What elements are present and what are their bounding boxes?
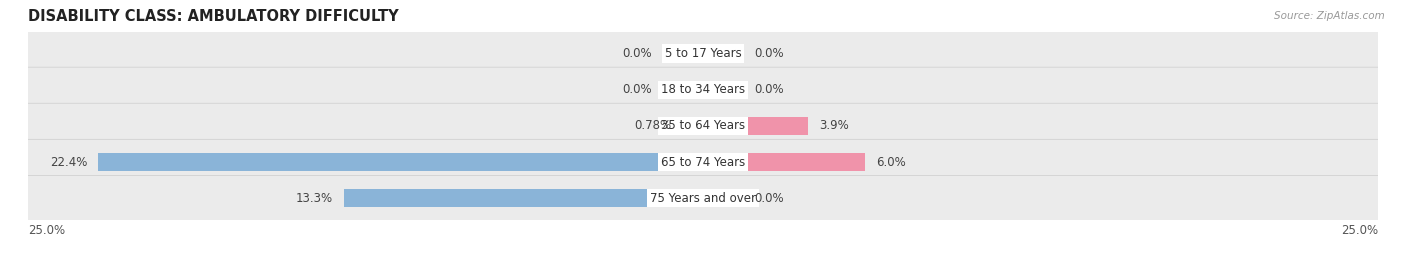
Text: 35 to 64 Years: 35 to 64 Years [661, 120, 745, 132]
FancyBboxPatch shape [15, 31, 1391, 77]
Bar [662, 80, 703, 99]
Text: 13.3%: 13.3% [297, 192, 333, 204]
FancyBboxPatch shape [15, 67, 1391, 113]
Bar [703, 117, 808, 135]
Text: Source: ZipAtlas.com: Source: ZipAtlas.com [1274, 11, 1385, 21]
Bar [703, 44, 744, 63]
FancyBboxPatch shape [15, 103, 1391, 149]
Text: 65 to 74 Years: 65 to 74 Years [661, 155, 745, 169]
Text: 3.9%: 3.9% [820, 120, 849, 132]
Text: 18 to 34 Years: 18 to 34 Years [661, 83, 745, 96]
Bar [682, 117, 703, 135]
Text: 0.0%: 0.0% [621, 83, 652, 96]
Text: 25.0%: 25.0% [28, 224, 65, 237]
Text: 6.0%: 6.0% [876, 155, 905, 169]
Text: 5 to 17 Years: 5 to 17 Years [665, 47, 741, 60]
Text: DISABILITY CLASS: AMBULATORY DIFFICULTY: DISABILITY CLASS: AMBULATORY DIFFICULTY [28, 9, 399, 24]
Text: 0.0%: 0.0% [754, 83, 785, 96]
Text: 25.0%: 25.0% [1341, 224, 1378, 237]
Text: 22.4%: 22.4% [51, 155, 87, 169]
Text: 0.78%: 0.78% [634, 120, 671, 132]
Bar [662, 44, 703, 63]
Bar [98, 153, 703, 172]
FancyBboxPatch shape [15, 139, 1391, 185]
Bar [703, 80, 744, 99]
Text: 0.0%: 0.0% [754, 192, 785, 204]
Text: 0.0%: 0.0% [754, 47, 785, 60]
Text: 75 Years and over: 75 Years and over [650, 192, 756, 204]
Bar [344, 189, 703, 207]
FancyBboxPatch shape [15, 175, 1391, 221]
Text: 0.0%: 0.0% [621, 47, 652, 60]
Bar [703, 189, 744, 207]
Bar [703, 153, 865, 172]
